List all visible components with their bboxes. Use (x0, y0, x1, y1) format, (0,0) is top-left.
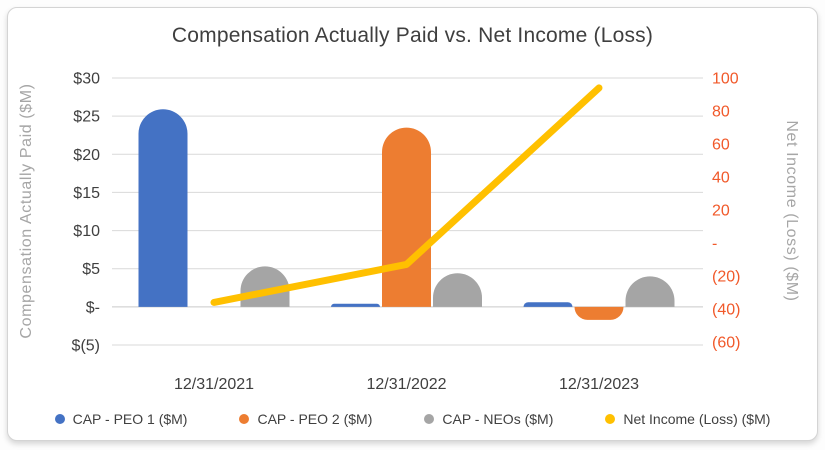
right-axis-tick: 80 (712, 104, 730, 121)
x-axis-label: 12/31/2022 (366, 376, 446, 393)
legend-item-cap-peo-2: CAP - PEO 2 ($M) (239, 411, 372, 427)
left-axis-tick: $5 (82, 261, 100, 278)
legend-label-net-income: Net Income (Loss) ($M) (623, 411, 771, 427)
left-axis-tick: $30 (73, 71, 100, 88)
chart-plot-area: $30 $25 $20 $15 $10 $5 $- $(5) 100 80 60 40 20 - (20) (… (72, 71, 741, 394)
legend-label-cap-peo-2: CAP - PEO 2 ($M) (257, 411, 373, 427)
bar-cap-neos-2023 (625, 276, 675, 307)
left-axis-tick: $10 (73, 223, 100, 240)
right-axis-tick: (20) (712, 269, 740, 286)
legend: CAP - PEO 1 ($M) CAP - PEO 2 ($M) CAP - … (0, 406, 825, 432)
bar-series (138, 109, 675, 320)
legend-marker-cap-peo-1-icon (54, 414, 65, 424)
legend-item-cap-peo-1: CAP - PEO 1 ($M) (54, 411, 188, 427)
right-axis-tick: - (712, 236, 717, 253)
right-axis-tick: (40) (712, 302, 740, 319)
x-axis-label: 12/31/2021 (174, 376, 254, 393)
left-axis-tick: $- (86, 299, 100, 316)
bar-cap-peo-2-2023 (574, 306, 624, 320)
left-axis-ticks: $30 $25 $20 $15 $10 $5 $- $(5) (72, 71, 101, 355)
bar-cap-peo-1-2021 (138, 109, 188, 307)
left-axis-tick: $25 (73, 109, 100, 126)
x-axis-label: 12/31/2023 (559, 376, 639, 393)
legend-item-cap-neos: CAP - NEOs ($M) (424, 411, 553, 427)
legend-marker-cap-peo-2-icon (239, 414, 250, 424)
bar-cap-peo-1-2022 (331, 303, 380, 307)
legend-label-cap-neos: CAP - NEOs ($M) (442, 411, 554, 427)
right-axis-tick: 40 (712, 170, 730, 187)
legend-item-net-income: Net Income (Loss) ($M) (605, 411, 770, 427)
legend-marker-cap-neos-icon (424, 414, 435, 424)
bar-cap-neos-2022 (433, 273, 482, 307)
right-axis-tick: 20 (712, 203, 730, 220)
right-axis-ticks: 100 80 60 40 20 - (20) (40) (60) (712, 71, 740, 352)
left-axis-tick: $20 (73, 147, 100, 164)
left-axis-tick: $(5) (72, 338, 100, 355)
bar-cap-peo-1-2023 (523, 302, 573, 307)
net-income-line (210, 84, 603, 306)
right-axis-tick: (60) (712, 335, 740, 352)
right-axis-tick: 100 (712, 71, 739, 88)
legend-marker-net-income-icon (605, 414, 616, 424)
right-axis-tick: 60 (712, 137, 730, 154)
bar-cap-peo-2-2022 (382, 127, 431, 307)
x-axis-labels: 12/31/2021 12/31/2022 12/31/2023 (174, 376, 639, 393)
legend-label-cap-peo-1: CAP - PEO 1 ($M) (72, 411, 188, 427)
chart-title: Compensation Actually Paid vs. Net Incom… (171, 24, 654, 47)
left-axis-tick: $15 (73, 185, 100, 202)
